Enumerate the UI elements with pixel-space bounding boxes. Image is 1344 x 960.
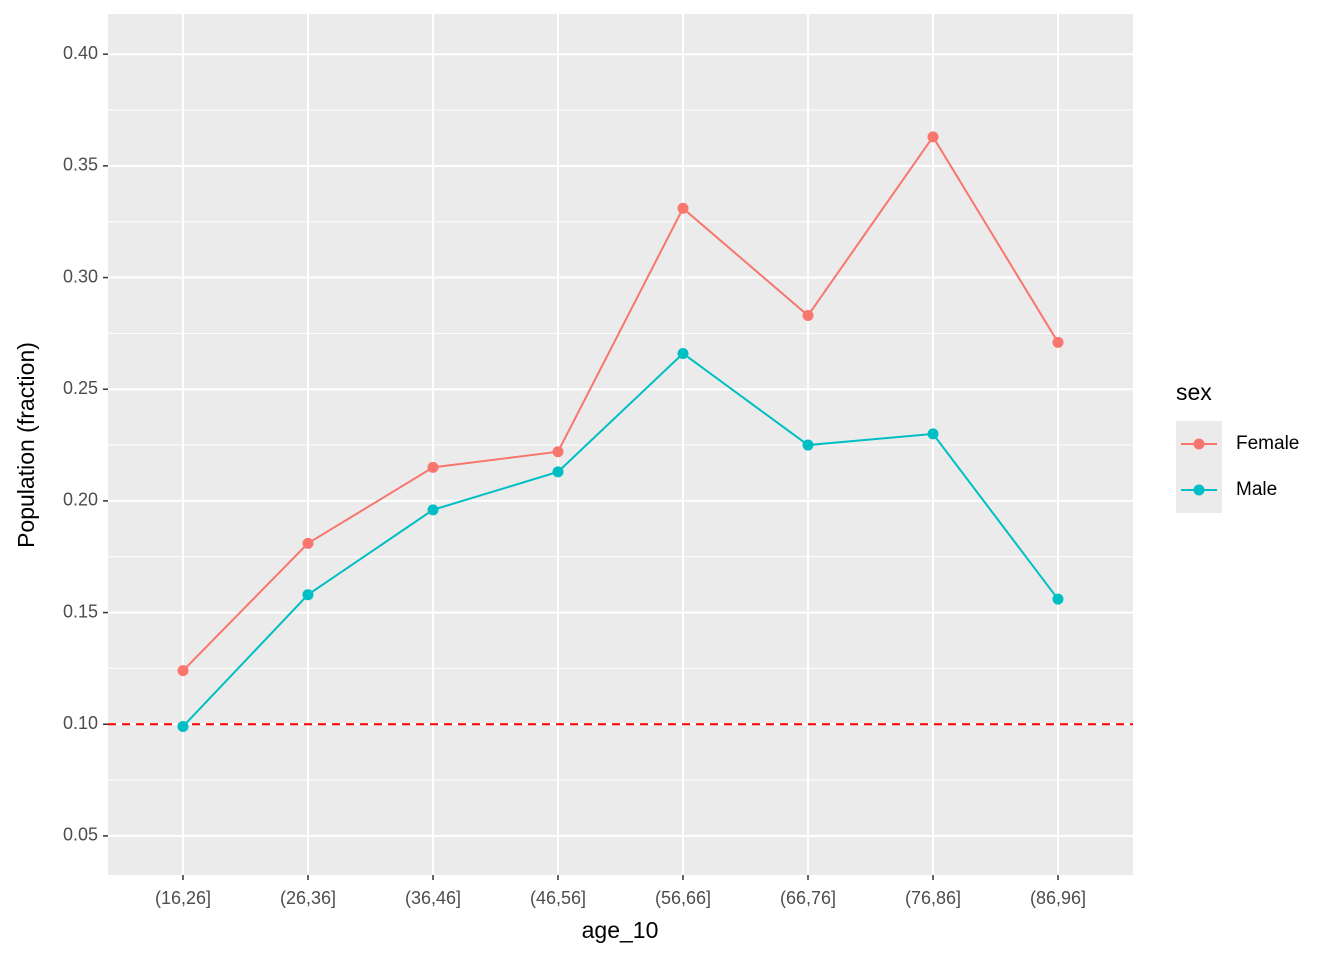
x-tick-label: (16,26]: [155, 888, 211, 908]
marks: [108, 131, 1133, 732]
y-tick-label: 0.10: [63, 713, 98, 733]
legend-label: Female: [1236, 433, 1299, 454]
y-tick-label: 0.05: [63, 825, 98, 845]
data-point: [677, 202, 689, 214]
x-tick-label: (26,36]: [280, 888, 336, 908]
data-point: [177, 720, 189, 732]
data-point: [1052, 336, 1064, 348]
x-tick-label: (36,46]: [405, 888, 461, 908]
data-point: [677, 347, 689, 359]
y-tick-label: 0.30: [63, 266, 98, 286]
data-point: [177, 665, 189, 677]
y-tick-label: 0.15: [63, 601, 98, 621]
data-point: [802, 439, 814, 451]
legend-point: [1193, 438, 1205, 450]
data-point: [802, 310, 814, 322]
data-point: [302, 537, 314, 549]
y-tick-label: 0.40: [63, 43, 98, 63]
x-tick-label: (56,66]: [655, 888, 711, 908]
data-point: [927, 428, 939, 440]
data-point: [427, 504, 439, 516]
y-tick-label: 0.25: [63, 378, 98, 398]
y-axis-title: Population (fraction): [13, 342, 39, 548]
data-point: [552, 466, 564, 478]
data-point: [927, 131, 939, 143]
x-tick-label: (66,76]: [780, 888, 836, 908]
legend-point: [1193, 484, 1205, 496]
x-tick-label: (46,56]: [530, 888, 586, 908]
series-line: [182, 135, 1059, 672]
y-tick-label: 0.20: [63, 490, 98, 510]
series-line: [182, 352, 1059, 728]
data-point: [302, 589, 314, 601]
data-point: [552, 446, 564, 458]
x-tick-label: (86,96]: [1030, 888, 1086, 908]
legend: Female Male: [1176, 421, 1299, 513]
x-tick-label: (76,86]: [905, 888, 961, 908]
x-axis-title: age_10: [582, 917, 659, 943]
y-tick-label: 0.35: [63, 155, 98, 175]
panel: [108, 14, 1133, 875]
legend-title: sex: [1176, 379, 1212, 405]
data-point: [427, 461, 439, 473]
grid: [108, 14, 1133, 875]
data-point: [1052, 593, 1064, 605]
legend-label: Male: [1236, 479, 1277, 500]
